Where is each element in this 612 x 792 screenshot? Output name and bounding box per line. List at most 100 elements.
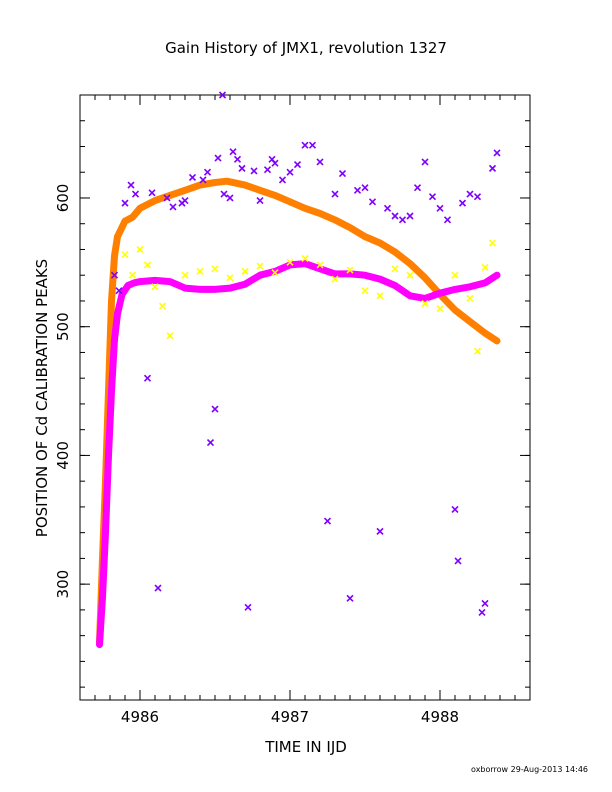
x-tick-label: 4986	[121, 708, 159, 726]
x-marker	[301, 141, 309, 149]
x-marker	[338, 169, 347, 178]
x-marker	[110, 271, 119, 279]
x-marker	[406, 212, 414, 220]
x-marker	[331, 190, 339, 198]
x-marker	[163, 194, 171, 202]
plus-marker	[114, 310, 121, 317]
x-marker	[148, 189, 156, 197]
x-marker	[466, 294, 474, 302]
x-marker	[398, 216, 407, 224]
plus-marker	[108, 297, 115, 304]
x-marker	[181, 271, 189, 279]
x-marker	[250, 167, 258, 175]
x-marker	[229, 148, 237, 156]
x-marker	[244, 603, 252, 611]
data-series	[96, 91, 501, 649]
x-marker	[256, 196, 264, 205]
y-tick-label: 500	[54, 312, 72, 341]
x-marker	[473, 193, 482, 201]
series-line	[96, 260, 501, 649]
y-tick-label: 600	[54, 184, 72, 213]
x-marker	[481, 599, 489, 608]
x-marker	[391, 265, 399, 273]
plus-marker	[99, 594, 106, 601]
y-axis-ticks: 300 400 500 600	[54, 94, 530, 688]
y-tick-label: 400	[54, 441, 72, 470]
x-marker	[271, 269, 279, 277]
x-marker	[436, 305, 444, 313]
x-marker	[493, 149, 501, 157]
series-2	[110, 141, 501, 617]
x-marker	[331, 275, 339, 283]
x-axis-ticks: 4986 4987 4988	[79, 95, 531, 726]
x-marker	[151, 283, 159, 291]
x-marker	[211, 405, 219, 413]
plus-marker	[108, 388, 115, 395]
x-marker	[466, 190, 474, 198]
plot-frame	[79, 94, 531, 701]
x-marker	[154, 584, 162, 592]
y-tick-label: 300	[54, 570, 72, 599]
x-marker	[226, 274, 234, 282]
x-marker	[473, 347, 482, 355]
x-marker	[211, 265, 219, 273]
x-marker	[488, 164, 497, 172]
y-axis-label: POSITION OF Cd CALIBRATION PEAKS	[33, 259, 51, 537]
x-marker	[481, 263, 489, 272]
x-marker	[233, 155, 242, 163]
x-marker	[127, 181, 135, 189]
x-marker	[188, 173, 197, 181]
x-marker	[293, 160, 302, 169]
x-marker	[143, 261, 152, 269]
x-marker	[263, 166, 272, 174]
x-marker	[136, 245, 144, 254]
x-marker	[353, 186, 362, 194]
x-marker	[238, 164, 246, 172]
x-marker	[376, 527, 384, 535]
x-marker	[218, 91, 227, 99]
x-marker	[131, 190, 140, 198]
plus-marker	[114, 233, 121, 240]
plus-marker	[111, 252, 118, 259]
footer-credit: oxborrow 29-Aug-2013 14:46	[471, 765, 588, 774]
x-marker	[271, 159, 279, 167]
x-marker	[368, 198, 377, 206]
x-marker	[241, 267, 249, 275]
x-marker	[166, 332, 174, 340]
x-marker	[214, 154, 222, 162]
x-marker	[451, 505, 459, 514]
x-tick-label: 4988	[421, 708, 459, 726]
x-marker	[406, 271, 414, 279]
x-marker	[421, 299, 429, 308]
series-4	[218, 91, 227, 99]
x-marker	[488, 239, 497, 247]
x-marker	[121, 251, 129, 259]
plus-marker	[105, 452, 112, 459]
x-marker	[376, 292, 384, 300]
x-marker	[286, 258, 294, 266]
x-marker	[226, 194, 234, 202]
x-marker	[458, 199, 467, 207]
x-marker	[421, 158, 429, 166]
x-marker	[128, 271, 137, 279]
plus-marker	[96, 641, 103, 648]
x-marker	[383, 204, 392, 212]
x-marker	[346, 594, 354, 602]
x-marker	[196, 267, 204, 275]
x-marker	[413, 184, 422, 192]
x-marker	[206, 438, 215, 447]
x-marker	[451, 271, 459, 279]
x-marker	[428, 193, 437, 201]
x-marker	[316, 261, 324, 269]
x-marker	[203, 168, 212, 176]
x-marker	[115, 287, 123, 295]
series-line	[96, 177, 501, 646]
x-marker	[308, 141, 317, 149]
x-tick-label: 4987	[271, 708, 309, 726]
x-marker	[169, 203, 177, 211]
x-marker	[220, 190, 228, 198]
x-marker	[256, 262, 264, 270]
chart-title: Gain History of JMX1, revolution 1327	[165, 39, 447, 57]
plus-marker	[102, 529, 109, 536]
